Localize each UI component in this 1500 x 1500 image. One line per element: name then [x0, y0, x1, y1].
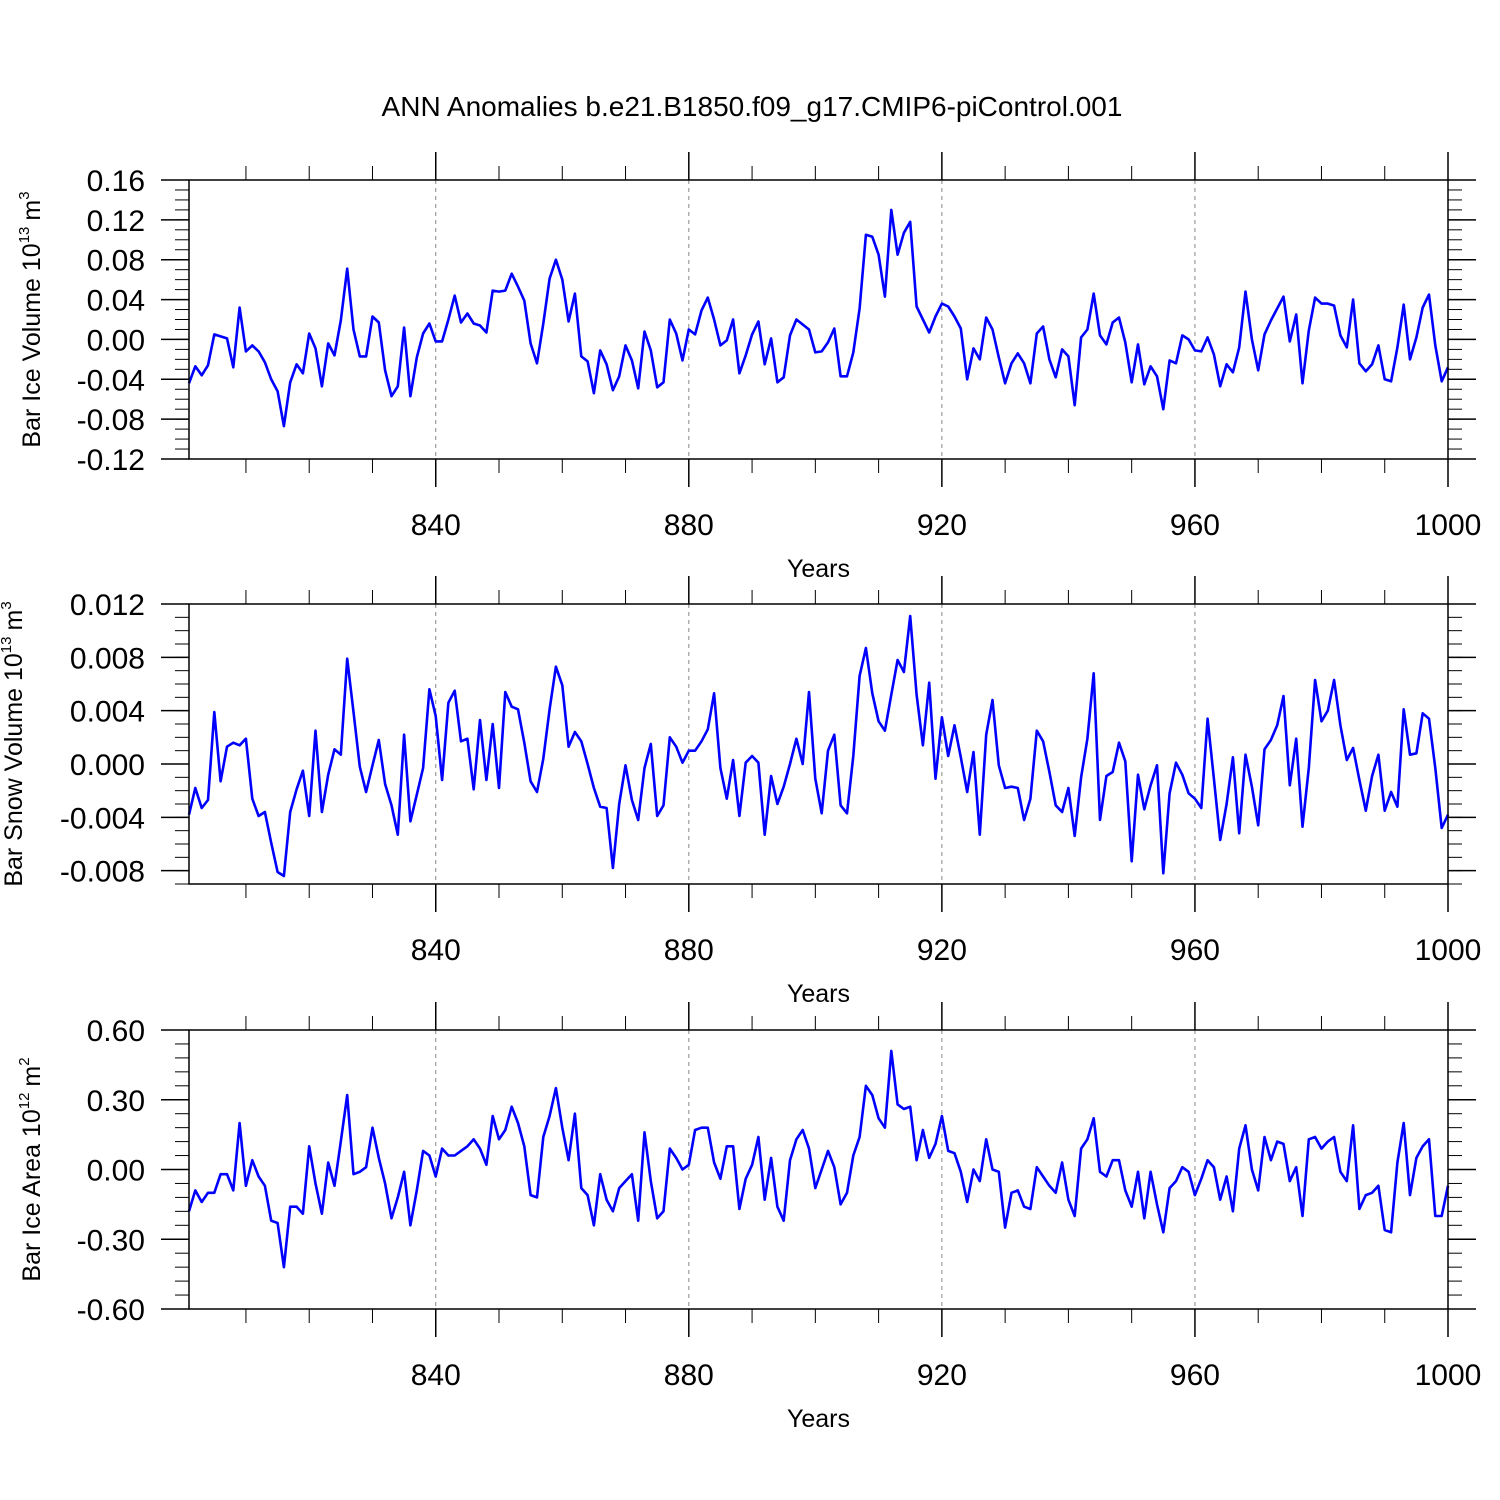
y-tick-label: 0.012	[70, 589, 145, 622]
x-tick-label: 1000	[1415, 934, 1482, 967]
y-tick-label: -0.04	[77, 364, 145, 397]
plot-frame	[188, 1029, 1449, 1310]
x-tick-label: 920	[917, 1359, 967, 1392]
y-tick-label: 0.12	[87, 205, 145, 238]
y-label-unit-exponent: 3	[0, 601, 15, 609]
y-tick-label: -0.004	[60, 802, 145, 835]
plot-frame	[188, 603, 1449, 885]
x-tick-label: 880	[664, 934, 714, 967]
y-tick-label: -0.30	[77, 1224, 145, 1257]
x-tick-label: 960	[1170, 509, 1220, 542]
y-label-unit: m	[18, 1066, 46, 1087]
x-tick-label: 840	[411, 509, 461, 542]
x-axis-label: Years	[787, 980, 850, 1008]
x-tick-label: 880	[664, 509, 714, 542]
x-tick-label: 960	[1170, 934, 1220, 967]
plot-frame	[188, 179, 1449, 460]
data-line	[187, 614, 1450, 878]
y-label-unit: m	[18, 200, 46, 221]
y-label-exponent: 13	[16, 227, 33, 244]
y-tick-label: -0.08	[77, 404, 145, 437]
y-tick-label: 0.00	[87, 324, 145, 357]
x-tick-label: 880	[664, 1359, 714, 1392]
y-tick-label: 0.60	[87, 1015, 145, 1048]
y-label-exponent: 12	[16, 1093, 33, 1110]
data-line	[187, 1049, 1450, 1269]
x-tick-label: 960	[1170, 1359, 1220, 1392]
y-tick-label: -0.12	[77, 444, 145, 477]
y-label-text: Bar Ice Volume 10	[18, 243, 46, 447]
y-label-unit-exponent: 3	[16, 191, 33, 199]
y-tick-label: 0.08	[87, 245, 145, 278]
y-label-text: Bar Ice Area 10	[18, 1109, 46, 1281]
y-tick-label: -0.008	[60, 856, 145, 889]
x-axis-label: Years	[787, 555, 850, 583]
figure-title: ANN Anomalies b.e21.B1850.f09_g17.CMIP6-…	[382, 91, 1123, 122]
y-tick-label: 0.00	[87, 1155, 145, 1188]
y-axis-label: Bar Ice Volume 1013 m3	[16, 191, 46, 447]
x-tick-label: 840	[411, 934, 461, 967]
y-tick-label: 0.008	[70, 642, 145, 675]
data-line	[187, 208, 1450, 428]
y-tick-label: -0.60	[77, 1294, 145, 1327]
x-tick-label: 920	[917, 934, 967, 967]
x-tick-label: 1000	[1415, 1359, 1482, 1392]
snow-volume-panel: -0.008 -0.004 0.000 0.004 0.008 0.012 840 880 92…	[0, 576, 1481, 1008]
y-tick-label: 0.004	[70, 696, 145, 729]
ice-area-panel: -0.60 -0.30 0.00 0.30 0.60 840 880 920 960 1000 Ye…	[16, 1002, 1481, 1433]
x-tick-label: 840	[411, 1359, 461, 1392]
x-tick-label: 1000	[1415, 509, 1482, 542]
y-label-unit-exponent: 2	[16, 1057, 33, 1065]
y-tick-label: 0.16	[87, 165, 145, 198]
y-label-unit: m	[0, 610, 28, 631]
y-axis-label: Bar Ice Area 1012 m2	[16, 1057, 46, 1281]
y-tick-label: 0.04	[87, 285, 145, 318]
y-label-exponent: 13	[0, 637, 15, 654]
y-label-text: Bar Snow Volume 10	[0, 653, 28, 886]
x-axis-label: Years	[787, 1405, 850, 1433]
y-axis-label: Bar Snow Volume 1013 m3	[0, 601, 28, 886]
ice-volume-panel: -0.12 -0.08 -0.04 0.00 0.04 0.08 0.12 0.16 840 88…	[16, 152, 1481, 583]
y-tick-label: 0.000	[70, 749, 145, 782]
y-tick-label: 0.30	[87, 1085, 145, 1118]
x-tick-label: 920	[917, 509, 967, 542]
